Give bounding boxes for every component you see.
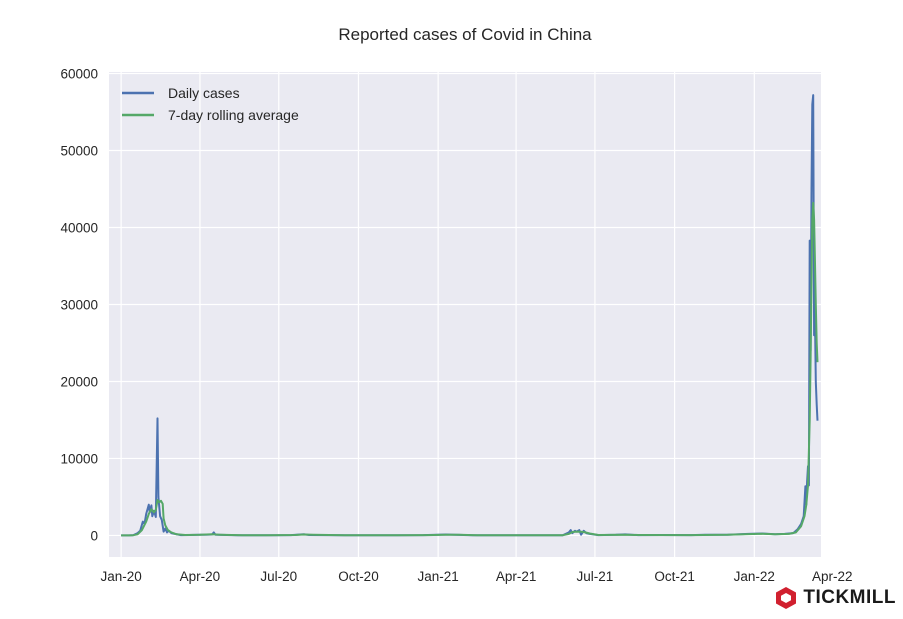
y-tick-label: 0: [90, 528, 98, 543]
brand: TICKMILL: [775, 586, 896, 610]
x-tick-label: Apr-21: [496, 569, 537, 584]
x-tick-label: Jan-20: [100, 569, 141, 584]
series-line-rolling-average: [121, 201, 819, 537]
y-tick-label: 50000: [60, 144, 98, 159]
legend-label-rolling-average: 7-day rolling average: [168, 107, 299, 123]
x-tick-label: Jul-20: [260, 569, 297, 584]
x-tick-label: Apr-22: [812, 569, 853, 584]
brand-name: TICKMILL: [803, 587, 896, 608]
tickmill-logo-icon: [776, 587, 797, 609]
x-tick-label: Jan-21: [418, 569, 459, 584]
legend: Daily cases 7-day rolling average: [122, 85, 299, 123]
x-tick-label: Jan-22: [734, 569, 775, 584]
y-tick-label: 10000: [60, 451, 98, 466]
y-tick-label: 40000: [60, 221, 98, 236]
x-tick-label: Oct-20: [338, 569, 379, 584]
y-tick-label: 20000: [60, 374, 98, 389]
chart-title: Reported cases of Covid in China: [338, 25, 592, 44]
y-tick-label: 60000: [60, 67, 98, 82]
x-tick-label: Apr-20: [180, 569, 221, 584]
plot-area: [109, 72, 821, 557]
legend-label-daily-cases: Daily cases: [168, 85, 240, 101]
x-tick-label: Oct-21: [654, 569, 695, 584]
y-tick-label: 30000: [60, 297, 98, 312]
x-tick-label: Jul-21: [577, 569, 614, 584]
series-lines: [121, 94, 819, 537]
tick-labels: Jan-20 Apr-20 Jul-20 Oct-20 Jan-21 Apr-21 Jul-…: [60, 67, 852, 584]
